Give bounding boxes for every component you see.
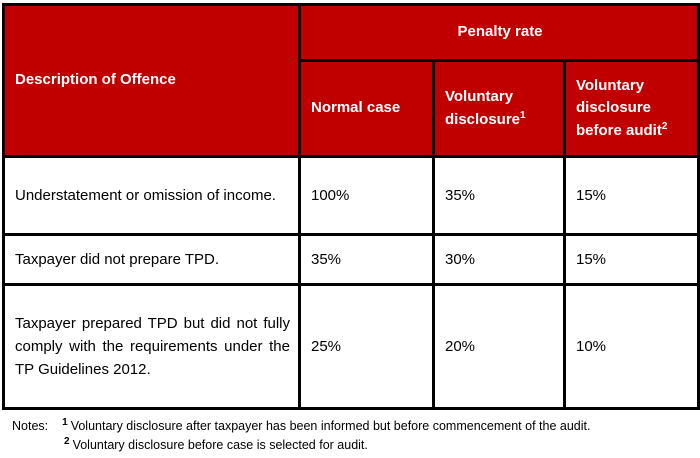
offence-cell: Understatement or omission of income. — [2, 155, 301, 236]
rate-cell-normal: 100% — [298, 155, 435, 236]
table-row: Understatement or omission of income. 10… — [2, 155, 700, 236]
footnote-2: 2 Voluntary disclosure before case is sel… — [64, 436, 700, 454]
footnote-marker: 2 — [661, 120, 668, 132]
rate-cell-voluntary: 20% — [432, 283, 566, 410]
column-header-label: Normal case — [311, 99, 401, 117]
column-header-label: Voluntary disclosure before audit — [576, 76, 662, 139]
offence-cell: Taxpayer prepared TPD but did not fully … — [2, 283, 301, 410]
rate-cell-voluntary-before-audit: 15% — [562, 155, 700, 236]
rate-cell-voluntary-before-audit: 15% — [562, 233, 700, 286]
column-header-voluntary-disclosure: Voluntary disclosure1 — [432, 59, 566, 158]
footnote-marker: 2 — [64, 435, 70, 447]
footnote-marker: 1 — [520, 109, 526, 121]
column-header-voluntary-disclosure-before-audit: Voluntary disclosure before audit2 — [562, 59, 700, 158]
footnote-text: Voluntary disclosure after taxpayer has … — [70, 419, 591, 433]
table-row: Taxpayer prepared TPD but did not fully … — [2, 283, 700, 410]
column-header-label: Voluntary disclosure — [445, 88, 521, 128]
notes-label: Notes: — [12, 419, 49, 433]
footnote-1: Notes: 1 Voluntary disclosure after taxpay… — [12, 417, 700, 435]
corner-header-description-of-offence: Description of Offence — [2, 3, 301, 158]
footnote-text: Voluntary disclosure before case is sele… — [72, 438, 368, 452]
rate-cell-voluntary: 30% — [432, 233, 566, 286]
offence-cell: Taxpayer did not prepare TPD. — [2, 233, 301, 286]
footnotes: Notes: 1 Voluntary disclosure after taxpay… — [12, 417, 700, 454]
rate-cell-voluntary-before-audit: 10% — [562, 283, 700, 410]
table-row: Taxpayer did not prepare TPD. 35% 30% 15… — [2, 233, 700, 286]
penalty-rate-header: Penalty rate — [297, 3, 700, 62]
rate-cell-normal: 35% — [298, 233, 435, 286]
footnote-marker: 1 — [62, 416, 68, 428]
rate-cell-voluntary: 35% — [432, 155, 566, 236]
column-header-normal-case: Normal case — [298, 59, 435, 158]
rate-cell-normal: 25% — [298, 283, 435, 410]
penalty-rate-table: Description of Offence Penalty rate Norm… — [2, 3, 700, 410]
